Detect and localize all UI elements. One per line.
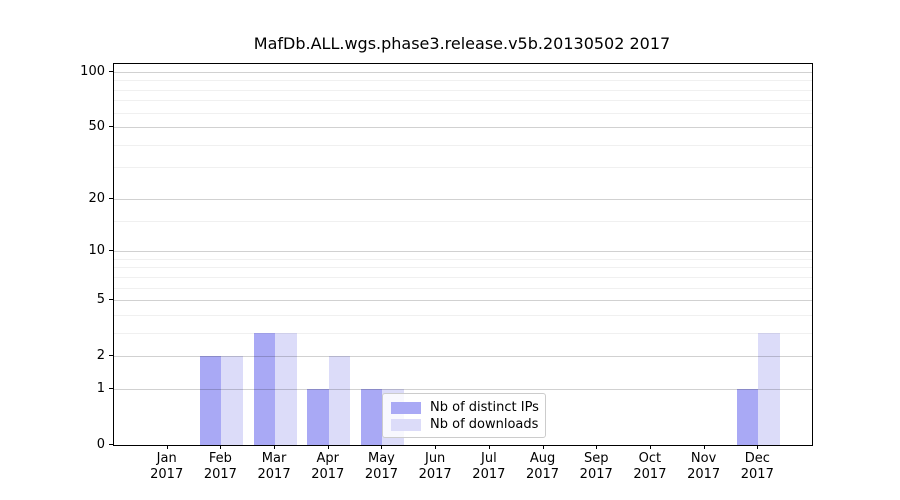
- x-tick-year: 2017: [418, 467, 452, 482]
- legend-row: Nb of downloads: [391, 417, 539, 432]
- y-tick-label: 10: [88, 243, 105, 259]
- x-tick-mark: [435, 445, 437, 449]
- minor-gridline: [114, 144, 812, 146]
- minor-gridline: [114, 167, 812, 169]
- bar-downloads: [221, 356, 243, 445]
- minor-gridline: [114, 276, 812, 278]
- x-tick-label: Aug 2017: [513, 451, 573, 483]
- minor-gridline: [114, 314, 812, 316]
- x-tick-label: Apr 2017: [298, 451, 358, 483]
- legend-label: Nb of downloads: [430, 417, 539, 432]
- minor-gridline: [114, 267, 812, 269]
- x-tick-label: Nov 2017: [674, 451, 734, 483]
- x-tick-label: May 2017: [351, 451, 411, 483]
- x-tick-label: Sep 2017: [566, 451, 626, 483]
- y-tick-label: 50: [88, 119, 105, 135]
- bar-downloads: [328, 356, 351, 445]
- y-tick-mark: [109, 126, 113, 128]
- x-tick-year: 2017: [203, 467, 237, 482]
- y-tick-mark: [109, 444, 113, 445]
- x-tick-year: 2017: [364, 467, 398, 482]
- bar-downloads: [275, 332, 297, 445]
- legend-swatch-icon: [391, 418, 421, 431]
- x-tick-year: 2017: [150, 467, 184, 482]
- major-gridline: [114, 72, 812, 73]
- x-tick-year: 2017: [472, 467, 506, 482]
- legend-label: Nb of distinct IPs: [430, 400, 539, 415]
- y-tick-mark: [109, 71, 113, 72]
- minor-gridline: [114, 80, 812, 82]
- x-tick-mark: [596, 445, 598, 449]
- legend-swatch-icon: [391, 401, 421, 414]
- major-gridline: [114, 198, 812, 200]
- y-tick-label: 2: [96, 348, 105, 364]
- minor-gridline: [114, 112, 812, 114]
- x-tick-mark: [220, 445, 222, 449]
- minor-gridline: [114, 332, 812, 334]
- y-tick-label: 1: [96, 380, 105, 396]
- x-tick-year: 2017: [257, 467, 291, 482]
- x-tick-year: 2017: [633, 467, 667, 482]
- y-tick-label: 0: [96, 437, 105, 452]
- x-tick-mark: [274, 445, 276, 449]
- x-tick-label: Dec 2017: [727, 451, 787, 483]
- x-tick-mark: [703, 445, 705, 449]
- x-tick-label: Jan 2017: [137, 451, 197, 483]
- bar-distinct-ips: [199, 356, 222, 445]
- bar-distinct-ips: [736, 388, 759, 445]
- minor-gridline: [114, 100, 812, 102]
- minor-gridline: [114, 89, 812, 91]
- y-tick-mark: [109, 355, 113, 357]
- major-gridline: [114, 300, 812, 302]
- y-tick-mark: [109, 197, 113, 199]
- y-tick-mark: [109, 299, 113, 301]
- bar-downloads: [758, 332, 780, 445]
- x-tick-mark: [488, 445, 490, 449]
- x-tick-label: Oct 2017: [620, 451, 680, 483]
- x-tick-label: Mar 2017: [244, 451, 304, 483]
- x-tick-mark: [757, 445, 759, 449]
- x-tick-mark: [649, 445, 651, 449]
- x-tick-mark: [166, 445, 168, 449]
- y-tick-label: 5: [96, 292, 105, 308]
- x-tick-year: 2017: [311, 467, 345, 482]
- minor-gridline: [114, 287, 812, 289]
- x-tick-mark: [327, 445, 329, 449]
- bar-distinct-ips: [360, 388, 383, 445]
- bar-distinct-ips: [307, 388, 329, 445]
- x-tick-mark: [542, 445, 544, 449]
- minor-gridline: [114, 258, 812, 260]
- x-tick-year: 2017: [579, 467, 613, 482]
- minor-gridline: [114, 220, 812, 222]
- legend-row: Nb of distinct IPs: [391, 400, 539, 415]
- chart-title: MafDb.ALL.wgs.phase3.release.v5b.2013050…: [253, 34, 671, 53]
- y-tick-mark: [109, 387, 113, 389]
- x-tick-year: 2017: [687, 467, 721, 482]
- x-tick-year: 2017: [525, 467, 560, 482]
- plot-area: Nb of distinct IPs Nb of downloads: [113, 63, 813, 446]
- y-tick-label: 100: [80, 64, 105, 79]
- x-tick-mark: [381, 445, 383, 449]
- x-tick-label: Jul 2017: [459, 451, 519, 483]
- x-tick-label: Jun 2017: [405, 451, 465, 483]
- y-tick-mark: [109, 250, 113, 252]
- x-tick-year: 2017: [740, 467, 774, 482]
- bar-distinct-ips: [253, 332, 276, 445]
- y-tick-label: 20: [88, 190, 105, 206]
- x-tick-label: Feb 2017: [190, 451, 250, 483]
- legend: Nb of distinct IPs Nb of downloads: [382, 393, 546, 438]
- major-gridline: [114, 251, 812, 253]
- major-gridline: [114, 127, 812, 129]
